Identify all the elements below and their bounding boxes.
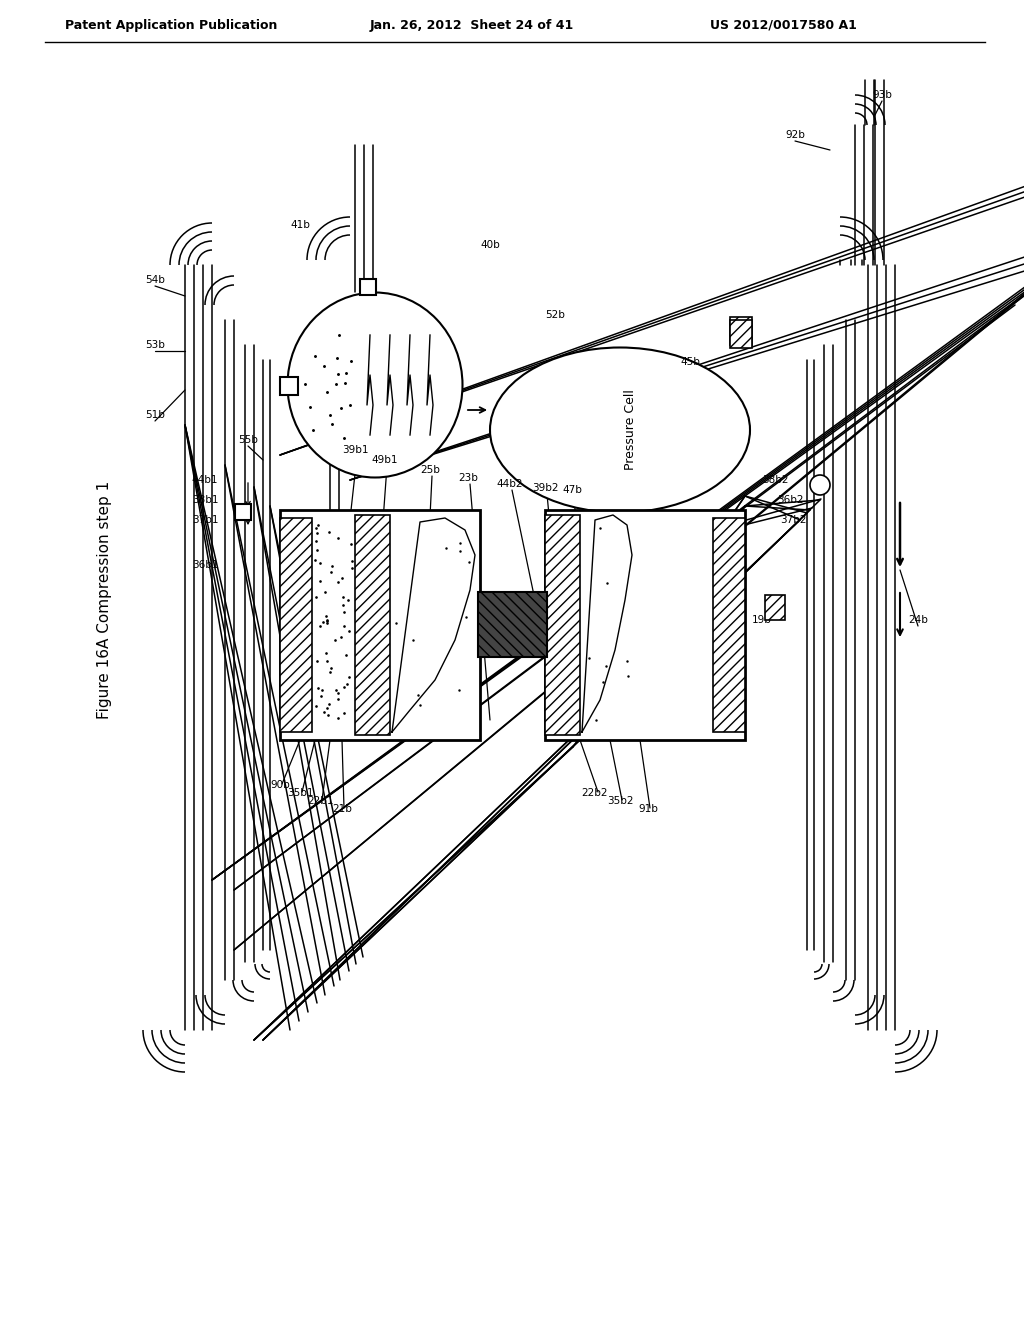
Text: 35b2: 35b2: [607, 796, 633, 807]
Ellipse shape: [288, 293, 463, 478]
Text: Figure 16A Compression step 1: Figure 16A Compression step 1: [97, 480, 113, 719]
Text: 22b1: 22b1: [307, 796, 333, 807]
Bar: [280, 510, 480, 741]
Text: 39b2: 39b2: [531, 483, 558, 492]
Text: 37b2: 37b2: [779, 515, 806, 525]
Bar: [280, 378, 298, 395]
Text: US 2012/0017580 A1: US 2012/0017580 A1: [710, 18, 857, 32]
Text: 24b: 24b: [908, 615, 928, 624]
Text: 25b: 25b: [420, 465, 440, 475]
Bar: [545, 515, 580, 735]
Text: 44b2: 44b2: [497, 479, 523, 488]
Text: 91b: 91b: [638, 804, 658, 814]
Text: 38b1: 38b1: [191, 495, 218, 506]
Text: Pressure Cell: Pressure Cell: [624, 389, 637, 470]
Bar: [765, 595, 785, 620]
Text: 36b1: 36b1: [191, 560, 218, 570]
Text: 55b: 55b: [238, 436, 258, 445]
Text: 45b: 45b: [680, 356, 700, 367]
Ellipse shape: [490, 347, 750, 512]
Bar: [730, 319, 752, 348]
Text: 19b: 19b: [752, 615, 772, 624]
Text: 23b: 23b: [458, 473, 478, 483]
Text: 93b: 93b: [872, 90, 892, 100]
Bar: [478, 591, 547, 657]
Text: 22b2: 22b2: [582, 788, 608, 799]
Text: 40b: 40b: [480, 240, 500, 249]
Text: 52b: 52b: [545, 310, 565, 319]
Bar: [713, 517, 745, 733]
Bar: [280, 517, 312, 733]
Text: 90b: 90b: [270, 780, 290, 789]
Bar: [730, 317, 752, 345]
Text: 53b: 53b: [145, 341, 165, 350]
Text: 35b1: 35b1: [287, 788, 313, 799]
Bar: [355, 515, 390, 735]
Text: 51b: 51b: [145, 411, 165, 420]
Text: 41b: 41b: [290, 220, 310, 230]
Text: 39b1: 39b1: [342, 445, 369, 455]
Bar: [360, 279, 376, 294]
Text: Patent Application Publication: Patent Application Publication: [65, 18, 278, 32]
Text: 44b1: 44b1: [191, 475, 218, 484]
Text: 36b2: 36b2: [777, 495, 803, 506]
Text: 47b: 47b: [562, 484, 582, 495]
Text: Jan. 26, 2012  Sheet 24 of 41: Jan. 26, 2012 Sheet 24 of 41: [370, 18, 574, 32]
Text: 54b: 54b: [145, 275, 165, 285]
Text: 38b2: 38b2: [762, 475, 788, 484]
Text: 21b: 21b: [332, 804, 352, 814]
Bar: [234, 504, 251, 520]
Circle shape: [810, 475, 830, 495]
Bar: [545, 510, 745, 741]
Text: 37b1: 37b1: [191, 515, 218, 525]
Text: 49b1: 49b1: [372, 455, 398, 465]
Text: 92b: 92b: [785, 129, 805, 140]
